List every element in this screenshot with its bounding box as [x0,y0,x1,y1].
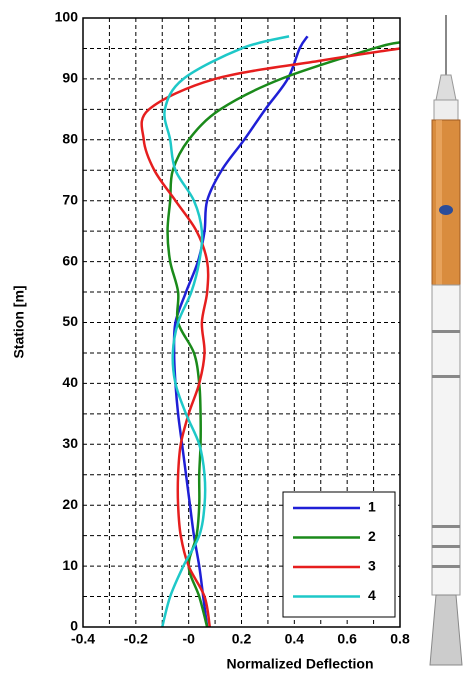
x-tick-label: 0.6 [337,631,357,647]
lines [140,35,400,627]
x-tick-label: 0.8 [390,631,410,647]
rocket [429,15,463,666]
legend-label: 1 [368,499,376,515]
y-axis-title: Station [m] [11,285,27,358]
x-tick-label: -0 [182,631,195,647]
x-tick-label: 0.4 [285,631,305,647]
legend-label: 2 [368,528,376,544]
series-line [172,35,309,627]
y-tick-label: 60 [62,252,78,268]
legend-label: 3 [368,558,376,574]
x-tick-label: -0.4 [71,631,95,647]
legend-box [282,491,396,618]
x-tick-label: 0.2 [232,631,252,647]
y-tick-label: 40 [62,374,78,390]
y-tick-label: 30 [62,435,78,451]
y-tick-label: 10 [62,557,78,573]
y-tick-label: 70 [62,191,78,207]
series-line [161,35,290,627]
y-tick-label: 90 [62,70,78,86]
y-tick-label: 100 [55,9,79,25]
legend-label: 4 [368,587,376,603]
x-tick-label: -0.2 [124,631,148,647]
series-line [140,47,400,627]
plot-frame [82,17,401,628]
x-axis-title: Normalized Deflection [226,656,373,672]
legend: 1 2 3 4 [282,491,396,618]
y-tick-label: 20 [62,496,78,512]
y-tick-label: 0 [70,618,78,634]
y-tick-label: 50 [62,313,78,329]
y-tick-label: 80 [62,131,78,147]
